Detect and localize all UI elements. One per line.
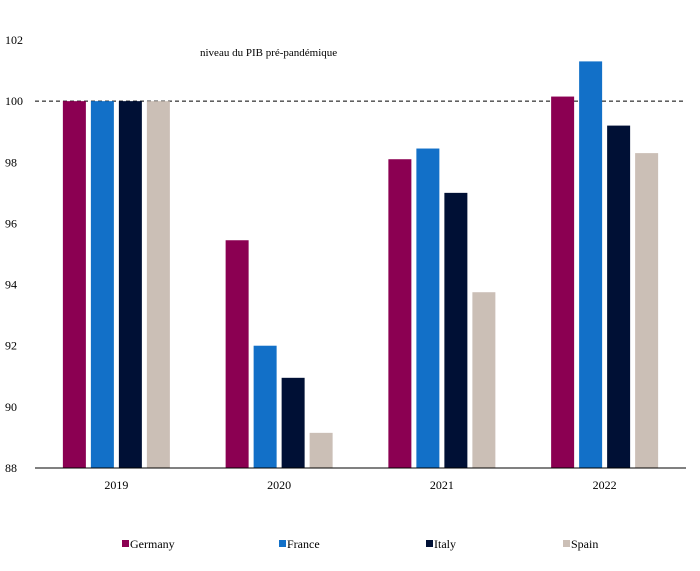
bar-spain-2019 — [146, 101, 170, 469]
bar-france-2019 — [90, 101, 114, 469]
legend-swatch-spain — [563, 540, 570, 547]
legend-label-germany: Germany — [130, 537, 175, 551]
bar-italy-2020 — [281, 377, 305, 468]
x-tick-label: 2022 — [593, 478, 617, 492]
legend-label-italy: Italy — [434, 537, 456, 551]
legend-swatch-germany — [122, 540, 129, 547]
y-tick-label: 96 — [5, 216, 17, 230]
bar-italy-2021 — [444, 192, 468, 468]
legend-label-spain: Spain — [571, 537, 598, 551]
bar-germany-2019 — [62, 101, 86, 469]
x-tick-label: 2019 — [104, 478, 128, 492]
bar-france-2022 — [579, 61, 603, 469]
x-tick-label: 2020 — [267, 478, 291, 492]
x-tick-label: 2021 — [430, 478, 454, 492]
y-tick-label: 100 — [5, 94, 23, 108]
y-tick-label: 98 — [5, 155, 17, 169]
y-tick-label: 102 — [5, 33, 23, 47]
legend: Germany France Italy Spain — [122, 537, 598, 551]
legend-label-france: France — [287, 537, 320, 551]
bar-italy-2022 — [607, 125, 631, 468]
y-tick-label: 94 — [5, 278, 17, 292]
bar-germany-2021 — [388, 159, 412, 468]
bar-germany-2022 — [551, 96, 575, 469]
bar-france-2021 — [416, 148, 440, 468]
bar-spain-2020 — [309, 432, 333, 468]
y-tick-label: 90 — [5, 400, 17, 414]
y-axis-ticks: 88 90 92 94 96 98 100 102 — [5, 33, 23, 475]
legend-swatch-france — [279, 540, 286, 547]
y-tick-label: 88 — [5, 461, 17, 475]
y-tick-label: 92 — [5, 339, 17, 353]
bar-france-2020 — [253, 345, 277, 468]
bar-germany-2020 — [225, 240, 249, 468]
bars — [62, 61, 659, 469]
bar-italy-2019 — [118, 101, 142, 469]
reference-line-annotation: niveau du PIB pré-pandémique — [200, 47, 337, 59]
legend-swatch-italy — [426, 540, 433, 547]
bar-spain-2021 — [472, 292, 496, 468]
x-axis-ticks: 2019 2020 2021 2022 — [104, 478, 616, 492]
bar-spain-2022 — [635, 153, 659, 468]
